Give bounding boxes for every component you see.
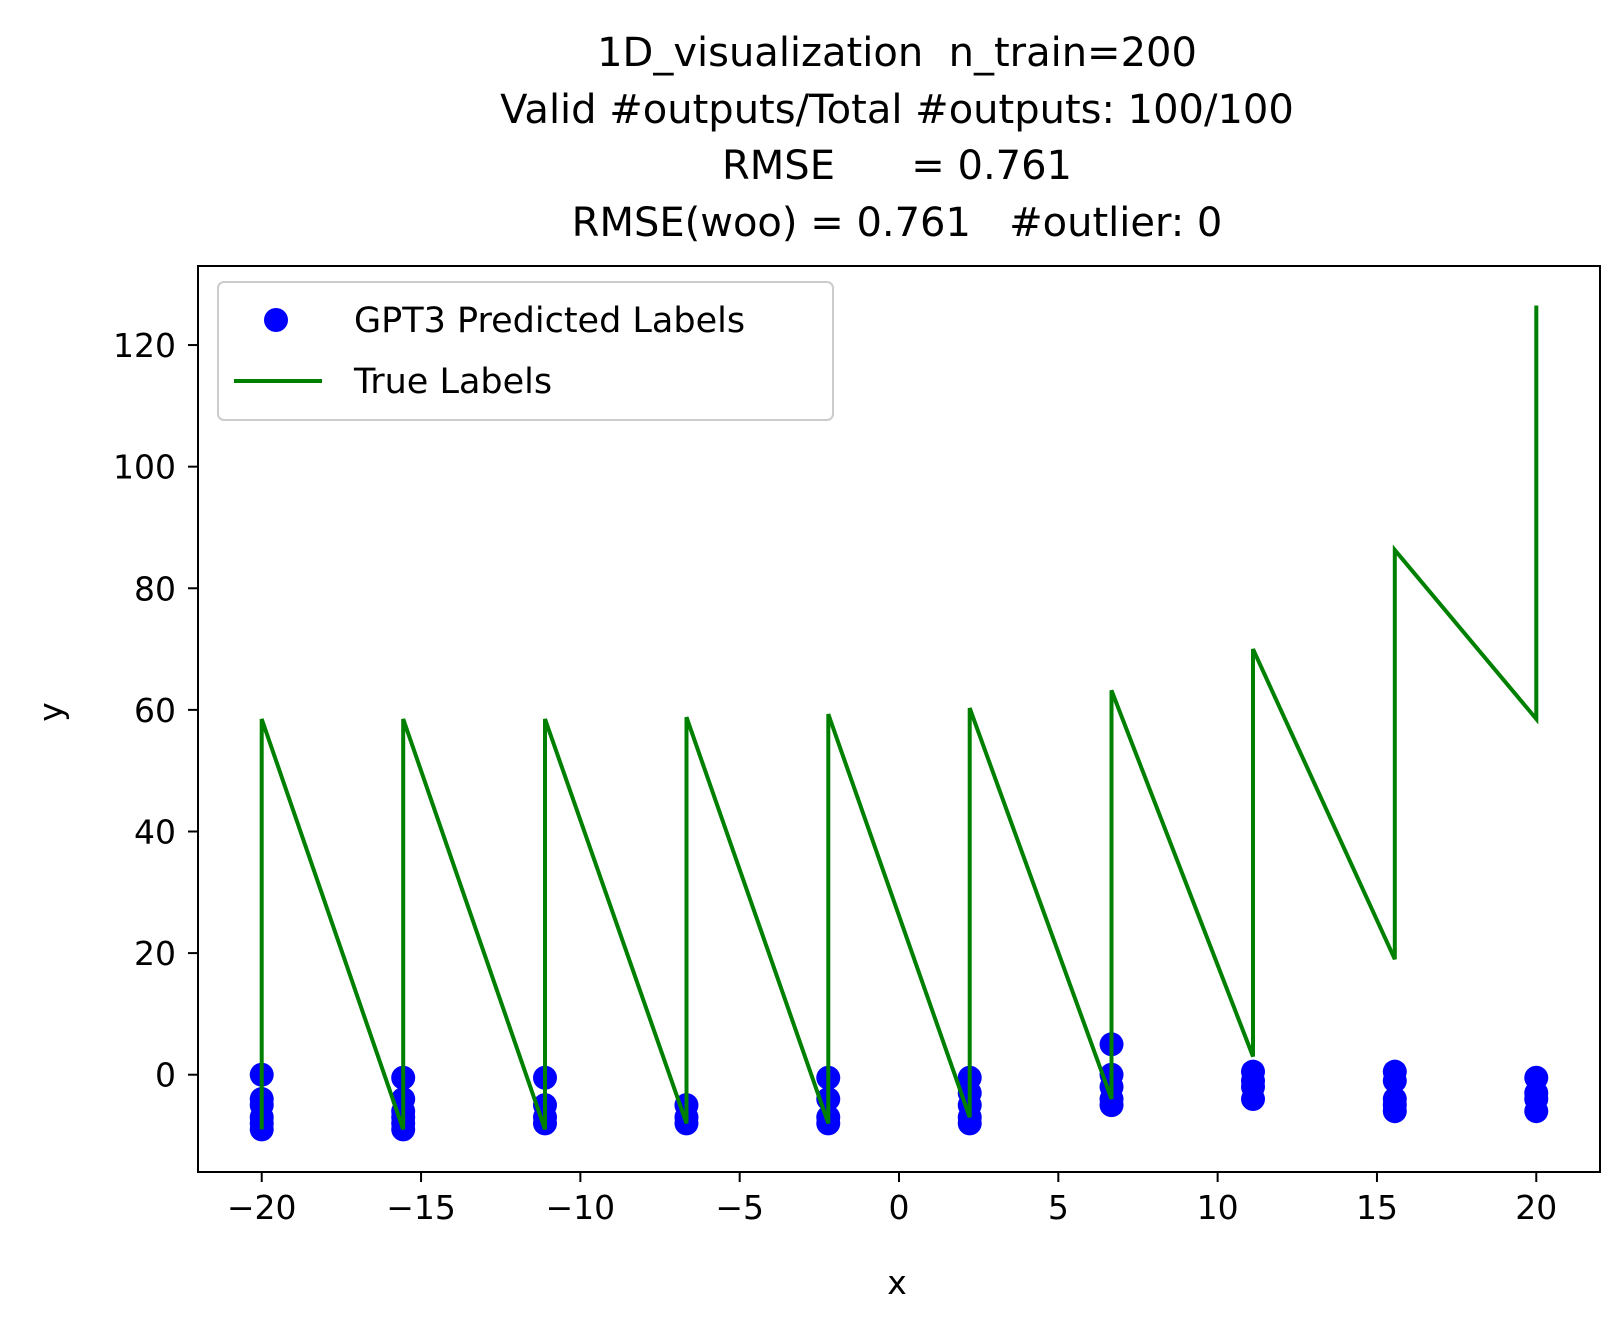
x-tick-label: 20 [1515,1188,1557,1227]
x-tick-label: 5 [1048,1188,1069,1227]
y-tick-label: 40 [134,812,176,851]
x-tick-label: −10 [546,1188,616,1227]
y-tick-label: 100 [113,448,176,487]
x-axis-label: x [887,1263,907,1302]
y-axis-label: y [31,702,70,722]
title-line-3: RMSE = 0.761 [722,143,1072,189]
title-line-2: Valid #outputs/Total #outputs: 100/100 [500,87,1294,133]
legend: GPT3 Predicted Labels True Labels [217,281,834,421]
predicted-label-point [957,1111,982,1136]
predicted-label-point [249,1117,274,1142]
x-tick-label: 0 [889,1188,910,1227]
y-tick-label: 0 [155,1056,176,1095]
y-tick-label: 120 [113,326,176,365]
predicted-label-point [1099,1093,1124,1118]
plot-area [249,305,1549,1142]
legend-label-predicted: GPT3 Predicted Labels [354,301,745,341]
predicted-label-point [1524,1099,1549,1124]
predicted-label-point [1382,1068,1407,1093]
x-tick-label: −15 [386,1188,456,1227]
legend-marker-predicted [264,308,288,332]
y-tick-label: 80 [134,569,176,608]
legend-frame [217,281,834,421]
predicted-label-point [1382,1099,1407,1124]
axes: −20 −15 −10 −5 0 5 10 15 20 0 20 40 60 80 100 120 [113,265,1601,1227]
y-tick-label: 60 [134,691,176,730]
title-line-4: RMSE(woo) = 0.761 #outlier: 0 [572,200,1223,246]
predicted-label-point [1241,1087,1266,1112]
y-tick-label: 20 [134,934,176,973]
chart-title: 1D_visualization n_train=200 Valid #outp… [500,30,1294,246]
x-tick-label: 15 [1356,1188,1398,1227]
x-tick-label: 10 [1197,1188,1239,1227]
title-line-1: 1D_visualization n_train=200 [597,30,1197,76]
legend-label-true: True Labels [353,362,552,402]
x-tick-label: −5 [715,1188,764,1227]
x-tick-label: −20 [227,1188,297,1227]
true-labels-line [259,305,1539,1131]
